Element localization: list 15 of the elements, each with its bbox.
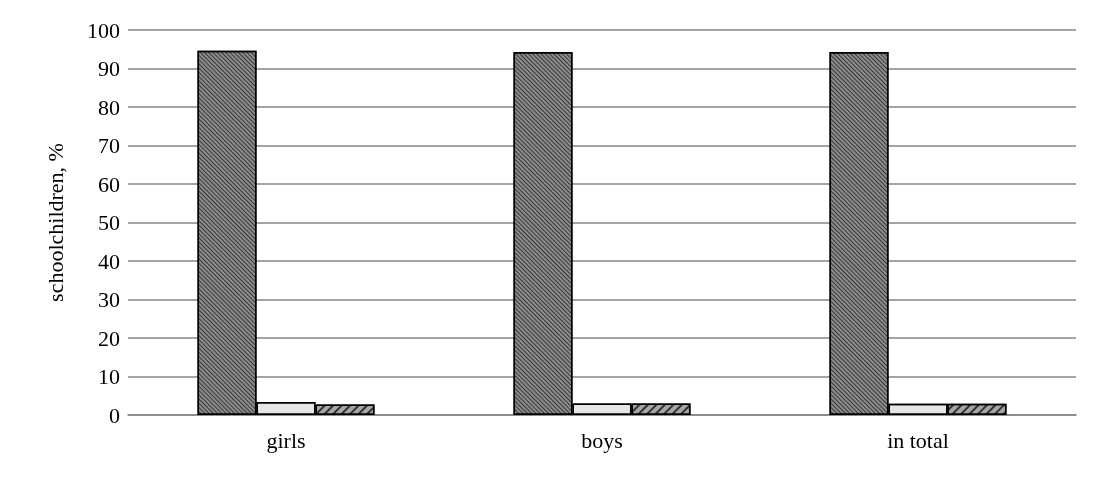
y-tick-label: 40: [98, 248, 120, 274]
y-tick-label: 20: [98, 325, 120, 351]
y-axis-title: schoolchildren, %: [42, 143, 68, 302]
x-tick-label: in total: [887, 427, 949, 453]
y-tick-label: 80: [98, 94, 120, 120]
y-tick-label: 70: [98, 133, 120, 158]
y-tick-label: 90: [98, 56, 120, 81]
y-tick-label: 60: [98, 171, 120, 197]
y-tick-label: 50: [98, 210, 120, 235]
x-tick-label: girls: [266, 427, 306, 453]
y-tick-label: 100: [87, 17, 120, 43]
y-tick-label: 10: [98, 364, 120, 389]
x-tick-label: boys: [581, 427, 623, 453]
y-tick-label: 30: [98, 287, 120, 312]
y-tick-label: 0: [109, 402, 120, 428]
